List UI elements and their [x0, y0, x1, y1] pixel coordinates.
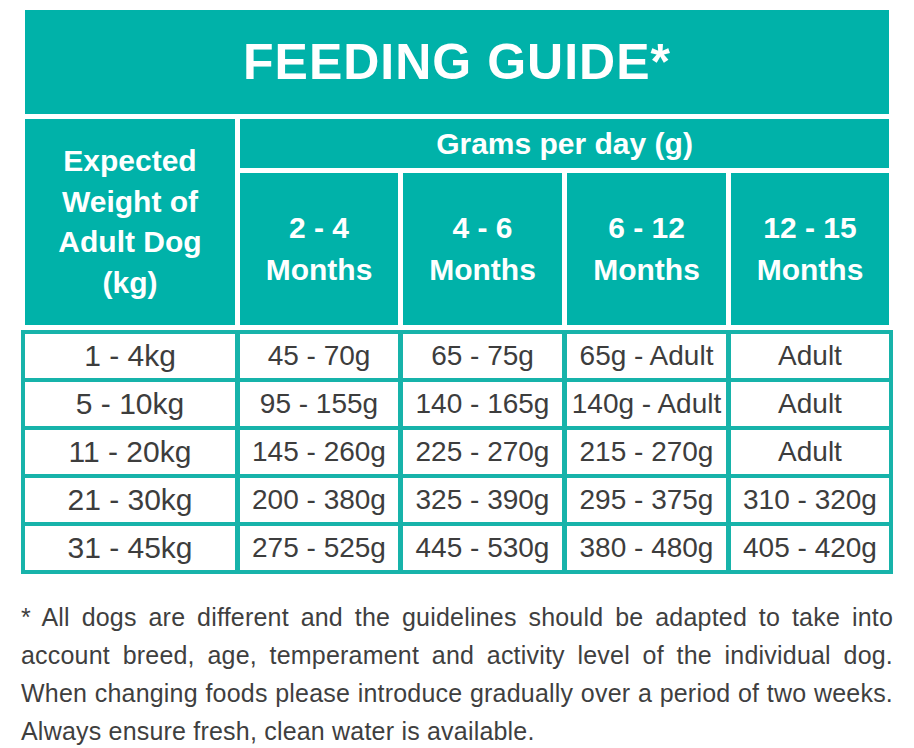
grams-value-cell: 140g - Adult	[567, 382, 726, 426]
weight-range-cell: 31 - 45kg	[25, 526, 235, 570]
grams-value-cell: 145 - 260g	[240, 430, 398, 474]
grams-value-cell: 140 - 165g	[403, 382, 562, 426]
grams-value-cell: 445 - 530g	[403, 526, 562, 570]
footnote-line: account breed, age, temperament and acti…	[21, 636, 893, 674]
grams-value-cell: 325 - 390g	[403, 478, 562, 522]
weight-column-header: Expected Weight of Adult Dog (kg)	[25, 119, 235, 325]
table-header: FEEDING GUIDE* Expected Weight of Adult …	[25, 10, 889, 325]
weight-range-cell: 5 - 10kg	[25, 382, 235, 426]
footnote-line: Always ensure fresh, clean water is avai…	[21, 712, 893, 748]
grams-value-cell: 310 - 320g	[731, 478, 889, 522]
month-header-12-15: 12 - 15 Months	[731, 173, 889, 325]
grams-value-cell: 405 - 420g	[731, 526, 889, 570]
weight-range-cell: 11 - 20kg	[25, 430, 235, 474]
footnote: * All dogs are different and the guideli…	[21, 598, 893, 748]
month-header-4-6: 4 - 6 Months	[403, 173, 562, 325]
grams-per-day-header: Grams per day (g)	[240, 119, 889, 168]
grams-value-cell: 45 - 70g	[240, 334, 398, 378]
feeding-guide-page: FEEDING GUIDE* Expected Weight of Adult …	[0, 0, 914, 748]
feeding-guide-title: FEEDING GUIDE*	[25, 10, 889, 114]
grams-value-cell: 65g - Adult	[567, 334, 726, 378]
grams-value-cell: Adult	[731, 334, 889, 378]
grams-value-cell: 95 - 155g	[240, 382, 398, 426]
weight-range-cell: 1 - 4kg	[25, 334, 235, 378]
grams-value-cell: 295 - 375g	[567, 478, 726, 522]
footnote-line: When changing foods please introduce gra…	[21, 674, 893, 712]
month-header-6-12: 6 - 12 Months	[567, 173, 726, 325]
feeding-guide-table: FEEDING GUIDE* Expected Weight of Adult …	[21, 10, 893, 574]
grams-value-cell: 275 - 525g	[240, 526, 398, 570]
grams-value-cell: 215 - 270g	[567, 430, 726, 474]
footnote-line: * All dogs are different and the guideli…	[21, 598, 893, 636]
grams-value-cell: Adult	[731, 430, 889, 474]
table-body: 1 - 4kg 45 - 70g 65 - 75g 65g - Adult Ad…	[21, 330, 893, 574]
weight-range-cell: 21 - 30kg	[25, 478, 235, 522]
grams-value-cell: Adult	[731, 382, 889, 426]
grams-value-cell: 200 - 380g	[240, 478, 398, 522]
grams-value-cell: 65 - 75g	[403, 334, 562, 378]
month-header-2-4: 2 - 4 Months	[240, 173, 398, 325]
grams-value-cell: 225 - 270g	[403, 430, 562, 474]
grams-value-cell: 380 - 480g	[567, 526, 726, 570]
